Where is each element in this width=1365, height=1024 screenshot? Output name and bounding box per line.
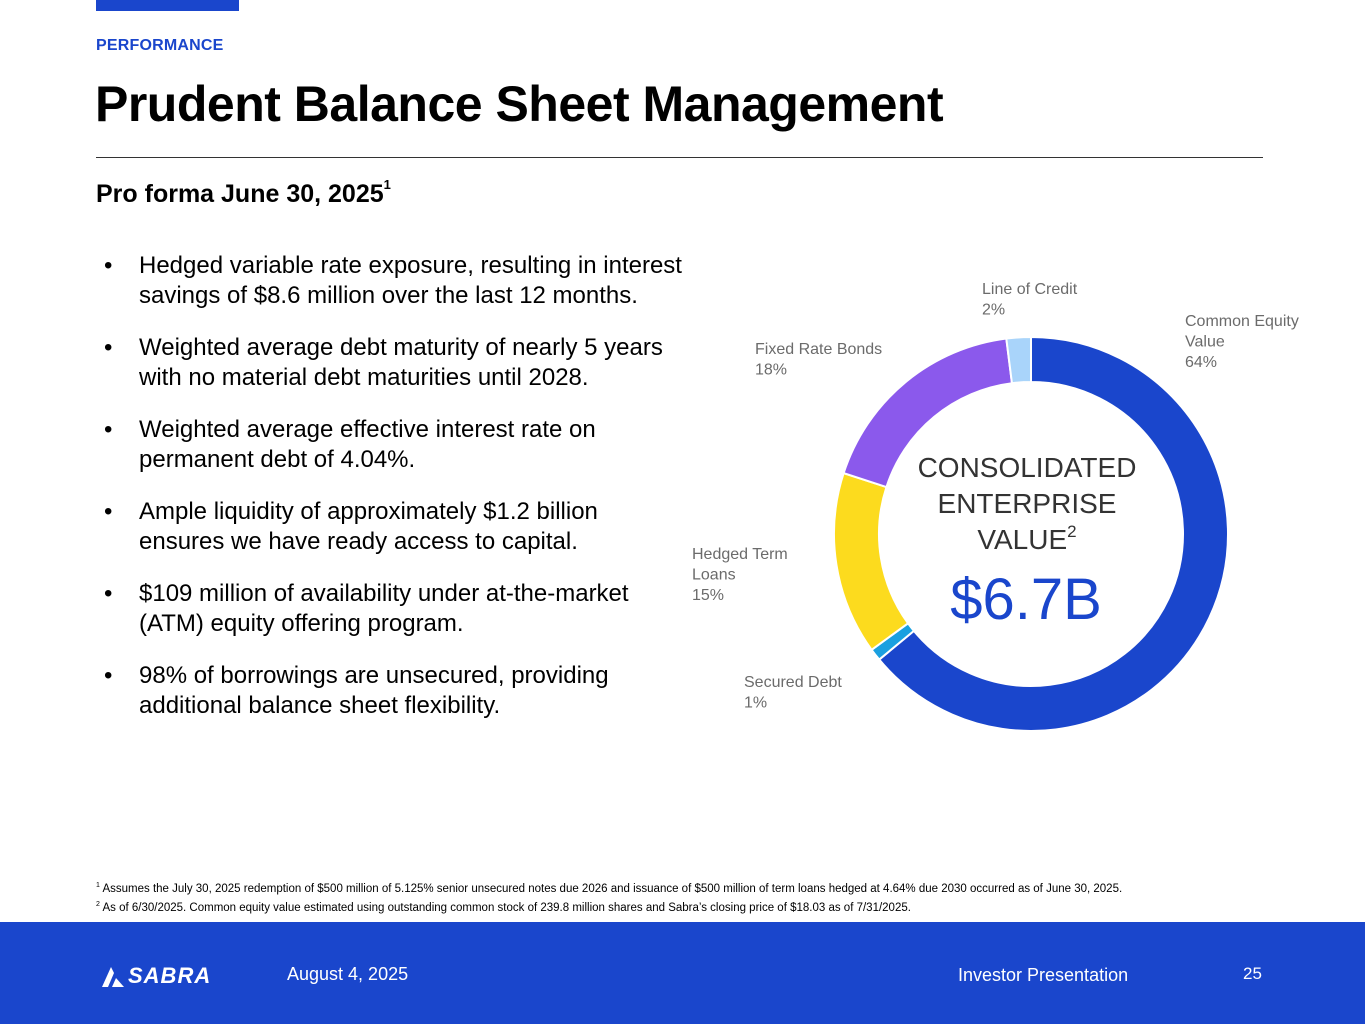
bullet-dot: • bbox=[104, 662, 113, 689]
sabra-logo-text: SABRA bbox=[128, 963, 212, 988]
bullet-item: • Weighted average effective interest rat… bbox=[104, 415, 684, 475]
slice-label: Fixed Rate Bonds 18% bbox=[755, 341, 882, 379]
bullet-dot: • bbox=[104, 416, 113, 443]
slice-label-line: Common Equity bbox=[1185, 313, 1299, 330]
bullet-text: 98% of borrowings are unsecured, providi… bbox=[139, 662, 609, 719]
bullet-text: $109 million of availability under at-th… bbox=[139, 580, 629, 637]
donut-slice bbox=[833, 471, 910, 652]
donut-center-footnote-mark: 2 bbox=[1067, 522, 1076, 541]
bullet-text: Weighted average debt maturity of nearly… bbox=[139, 334, 663, 391]
slice-label-line: Loans bbox=[692, 567, 736, 584]
footnote-text: As of 6/30/2025. Common equity value est… bbox=[102, 901, 911, 914]
footnote-text: Assumes the July 30, 2025 redemption of … bbox=[102, 882, 1123, 895]
sabra-logo-icon bbox=[102, 967, 124, 987]
slice-percent: 2% bbox=[982, 302, 1005, 319]
footnote-2: 2 As of 6/30/2025. Common equity value e… bbox=[96, 897, 1122, 916]
bullet-item: • Hedged variable rate exposure, resultin… bbox=[104, 251, 684, 311]
footnote-1: 1 Assumes the July 30, 2025 redemption o… bbox=[96, 878, 1122, 897]
bullet-dot: • bbox=[104, 498, 113, 525]
slice-percent: 64% bbox=[1185, 354, 1217, 371]
donut-slice bbox=[1005, 335, 1032, 385]
slice-label: Line of Credit 2% bbox=[982, 281, 1078, 319]
slice-label-line: Fixed Rate Bonds bbox=[755, 341, 882, 358]
footnote-mark: 1 bbox=[96, 882, 100, 889]
donut-center-title-line: CONSOLIDATED bbox=[918, 452, 1137, 483]
bullet-text: Hedged variable rate exposure, resulting… bbox=[139, 252, 682, 309]
subtitle-text: Pro forma June 30, 2025 bbox=[96, 180, 384, 208]
donut-center-title: CONSOLIDATED ENTERPRISE VALUE2 bbox=[918, 452, 1137, 555]
presentation-date: August 4, 2025 bbox=[287, 964, 409, 984]
donut-center-title-line: VALUE bbox=[977, 524, 1067, 555]
bullet-item: • Weighted average debt maturity of nearl… bbox=[104, 333, 684, 393]
slice-label: Hedged Term Loans 15% bbox=[692, 546, 788, 604]
slice-label-line: Value bbox=[1185, 334, 1225, 351]
bullet-list: • Hedged variable rate exposure, resultin… bbox=[104, 251, 684, 743]
title-divider bbox=[96, 157, 1263, 158]
donut-center-value: $6.7B bbox=[950, 567, 1102, 632]
slice-label: Secured Debt 1% bbox=[744, 674, 842, 712]
slice-label: Common Equity Value 64% bbox=[1185, 313, 1299, 371]
bullet-item: • Ample liquidity of approximately $1.2 b… bbox=[104, 497, 684, 557]
page-title: Prudent Balance Sheet Management bbox=[95, 76, 944, 132]
bullet-item: • 98% of borrowings are unsecured, provid… bbox=[104, 661, 684, 721]
bullet-text: Weighted average effective interest rate… bbox=[139, 416, 596, 473]
footer-bar: SABRA August 4, 2025 Investor Presentati… bbox=[0, 922, 1365, 1024]
bullet-dot: • bbox=[104, 580, 113, 607]
donut-slice bbox=[877, 335, 1229, 732]
footnote-mark: 2 bbox=[96, 900, 100, 908]
accent-bar bbox=[96, 0, 239, 11]
footnotes: 1 Assumes the July 30, 2025 redemption o… bbox=[96, 878, 1122, 916]
slice-label-line: Line of Credit bbox=[982, 281, 1078, 298]
slice-percent: 18% bbox=[755, 362, 787, 379]
slice-label-line: Hedged Term bbox=[692, 546, 788, 563]
bullet-item: • $109 million of availability under at-t… bbox=[104, 579, 684, 639]
page-number: 25 bbox=[1243, 964, 1262, 983]
bullet-dot: • bbox=[104, 334, 113, 361]
slice-percent: 1% bbox=[744, 695, 767, 712]
subtitle-footnote-mark: 1 bbox=[383, 176, 391, 192]
bullet-text: Ample liquidity of approximately $1.2 bi… bbox=[139, 498, 598, 555]
sabra-logo: SABRA bbox=[100, 962, 211, 990]
section-eyebrow: PERFORMANCE bbox=[96, 37, 224, 54]
subtitle: Pro forma June 30, 20251 bbox=[96, 176, 391, 209]
slice-label-line: Secured Debt bbox=[744, 674, 842, 691]
bullet-dot: • bbox=[104, 252, 113, 279]
donut-center-title-line: ENTERPRISE bbox=[938, 488, 1117, 519]
slice-percent: 15% bbox=[692, 587, 724, 604]
presentation-title: Investor Presentation bbox=[958, 965, 1129, 985]
enterprise-value-donut-chart: Common Equity Value 64% Secured Debt 1% Hedge… bbox=[692, 281, 1299, 732]
